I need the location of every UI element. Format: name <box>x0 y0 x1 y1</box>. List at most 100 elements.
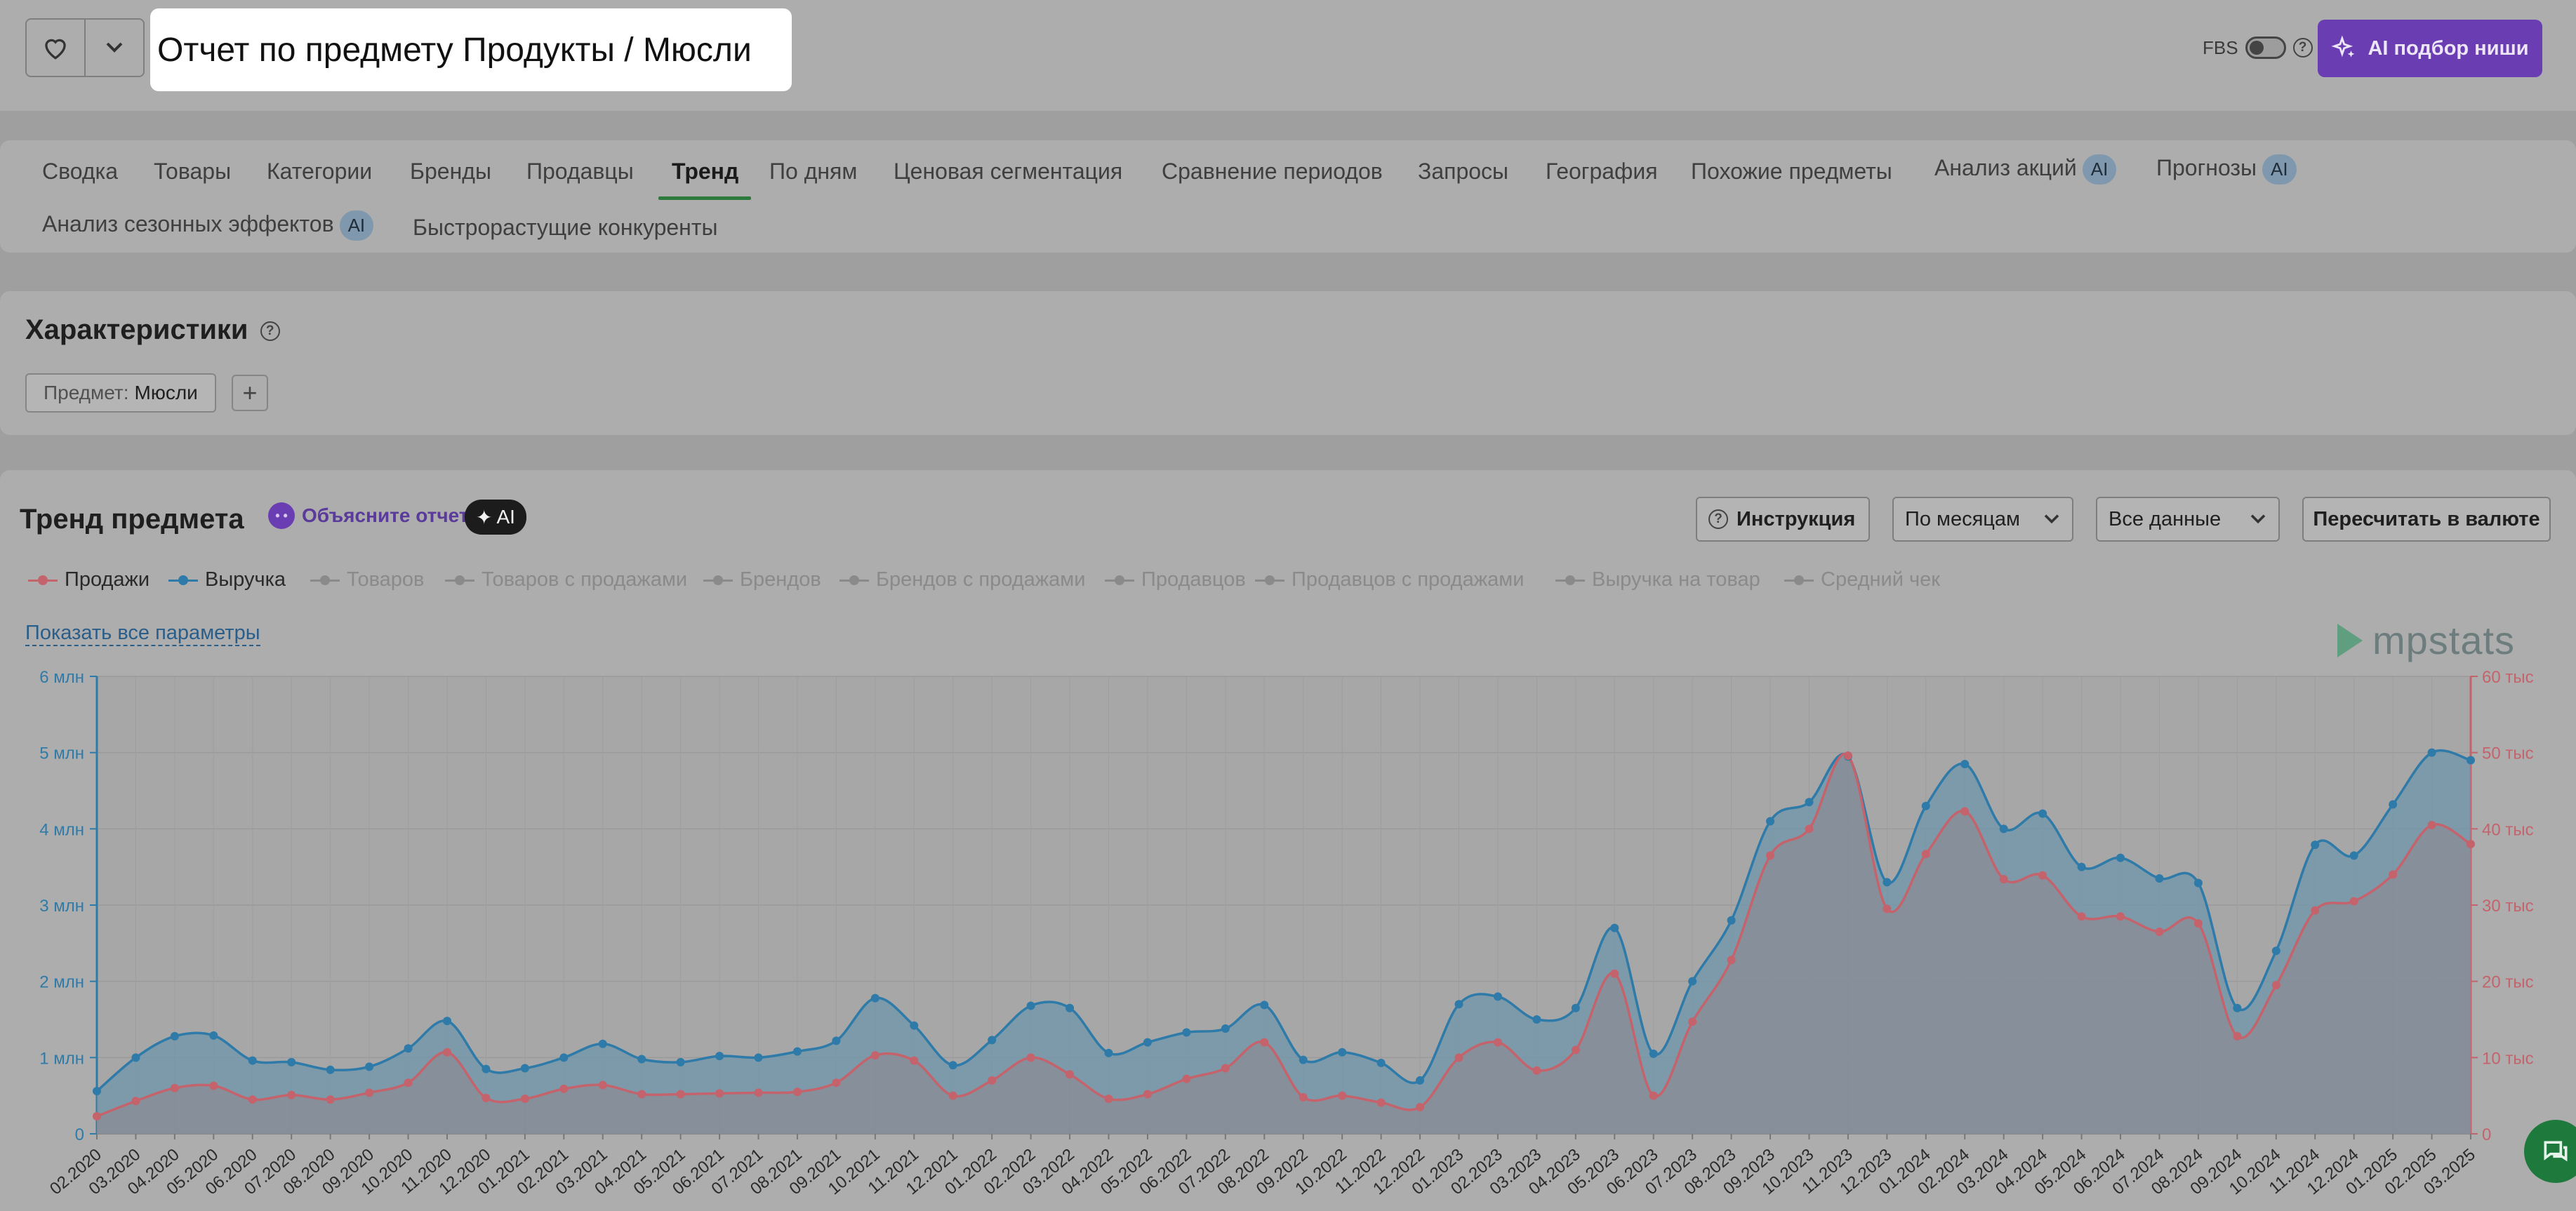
sales-point <box>2349 897 2358 906</box>
legend-marker <box>703 575 733 586</box>
y-left-tick-label: 4 млн <box>39 820 84 839</box>
legend-item[interactable]: Брендов <box>703 568 821 591</box>
period-select-value: По месяцам <box>1905 507 2020 530</box>
sales-point <box>2155 928 2164 937</box>
legend-label: Товаров с продажами <box>482 568 688 591</box>
sales-point <box>1921 850 1930 859</box>
revenue-point <box>170 1031 179 1041</box>
tab-seasonal-effects[interactable]: Анализ сезонных эффектов AI <box>42 210 374 241</box>
sales-point <box>754 1088 763 1097</box>
sales-point <box>2389 870 2398 879</box>
sales-point <box>1649 1091 1658 1100</box>
chat-icon <box>2544 1141 2568 1162</box>
legend-item[interactable]: Продавцов с продажами <box>1255 568 1524 591</box>
revenue-point <box>1221 1024 1230 1033</box>
tab-fast-growing-competitors[interactable]: Быстрорастущие конкуренты <box>413 215 718 240</box>
legend-item[interactable]: Выручка на товар <box>1555 568 1760 591</box>
sparkle-icon: ✦ <box>476 506 493 528</box>
sales-point <box>1532 1066 1541 1075</box>
revenue-point <box>326 1065 335 1074</box>
legend-marker <box>1784 575 1814 586</box>
tab-trend[interactable]: Тренд <box>672 159 739 184</box>
tab-forecasts-label: Прогнозы <box>2156 154 2257 180</box>
legend-item[interactable]: Товаров <box>310 568 424 591</box>
sales-point <box>131 1097 140 1106</box>
sales-point <box>1805 824 1814 834</box>
chevron-down-icon <box>2044 514 2059 524</box>
revenue-point <box>1416 1076 1425 1085</box>
sales-point <box>948 1091 957 1100</box>
tab-price-segmentation[interactable]: Ценовая сегментация <box>894 159 1123 184</box>
legend-label: Продавцов <box>1141 568 1246 591</box>
revenue-point <box>131 1053 140 1062</box>
subject-filter-chip[interactable]: Предмет: Мюсли <box>25 373 216 413</box>
tab-summary[interactable]: Сводка <box>42 159 119 184</box>
y-left-tick-label: 1 млн <box>39 1049 84 1068</box>
legend-marker <box>839 575 869 586</box>
tab-geography[interactable]: География <box>1546 159 1658 184</box>
favorite-group[interactable] <box>25 18 145 77</box>
tab-by-days[interactable]: По дням <box>769 159 858 184</box>
sales-point <box>1143 1090 1152 1099</box>
revenue-point <box>1688 977 1697 986</box>
instruction-button[interactable]: ? Инструкция <box>1696 497 1870 542</box>
legend-item[interactable]: Товаров с продажами <box>445 568 687 591</box>
revenue-point <box>1376 1058 1386 1067</box>
tab-forecasts[interactable]: Прогнозы AI <box>2156 154 2297 185</box>
sales-point <box>1883 904 1892 914</box>
revenue-point <box>1338 1048 1347 1057</box>
mpstats-logo-text: mpstats <box>2372 618 2516 662</box>
y-left-tick-label: 3 млн <box>39 897 84 916</box>
sales-point <box>676 1090 685 1099</box>
revenue-point <box>1727 916 1736 925</box>
tab-promo-analysis[interactable]: Анализ акций AI <box>1934 154 2117 185</box>
add-filter-button[interactable]: + <box>232 375 268 411</box>
revenue-point <box>1182 1028 1191 1037</box>
legend-item[interactable]: Брендов с продажами <box>839 568 1085 591</box>
help-icon[interactable]: ? <box>2292 38 2313 58</box>
sales-point <box>170 1083 179 1092</box>
revenue-point <box>2155 874 2164 883</box>
revenue-point <box>442 1017 451 1026</box>
revenue-point <box>754 1053 763 1062</box>
tab-brands[interactable]: Бренды <box>410 159 491 184</box>
y-right-tick-label: 60 тыс <box>2482 668 2534 687</box>
data-select[interactable]: Все данные <box>2096 497 2280 542</box>
tab-period-comparison[interactable]: Сравнение периодов <box>1162 159 1383 184</box>
sales-point <box>520 1095 529 1104</box>
sales-point <box>559 1084 569 1093</box>
revenue-point <box>1960 759 1970 768</box>
chevron-down-icon[interactable] <box>86 20 143 76</box>
y-left-tick-label: 5 млн <box>39 744 84 763</box>
legend-item[interactable]: Выручка <box>168 568 286 591</box>
legend-item[interactable]: Продавцов <box>1105 568 1246 591</box>
show-all-params-link[interactable]: Показать все параметры <box>25 622 260 646</box>
active-tab-indicator <box>658 196 751 200</box>
sales-point <box>1026 1053 1035 1062</box>
legend-label: Продажи <box>65 568 150 591</box>
sales-area <box>97 754 2471 1134</box>
sales-point <box>1688 1017 1697 1026</box>
sales-point <box>2311 906 2320 915</box>
legend-marker <box>28 575 58 586</box>
tab-similar-subjects[interactable]: Похожие предметы <box>1691 159 1892 184</box>
help-icon[interactable]: ? <box>260 321 280 342</box>
heart-icon[interactable] <box>27 20 86 76</box>
ai-niche-label: AI подбор ниши <box>2368 36 2529 60</box>
period-select[interactable]: По месяцам <box>1892 497 2073 542</box>
fbs-toggle[interactable] <box>2245 36 2286 59</box>
tab-queries[interactable]: Запросы <box>1418 159 1509 184</box>
legend-item[interactable]: Продажи <box>28 568 150 591</box>
sales-point <box>1727 956 1736 965</box>
recalc-currency-button[interactable]: Пересчитать в валюте <box>2302 497 2551 542</box>
legend-item[interactable]: Средний чек <box>1784 568 1940 591</box>
explain-report-link[interactable]: • • Объясните отчет <box>268 502 469 529</box>
ai-niche-button[interactable]: AI подбор ниши <box>2318 20 2542 77</box>
tab-categories[interactable]: Категории <box>267 159 373 184</box>
revenue-point <box>948 1061 957 1070</box>
sales-point <box>1260 1038 1269 1047</box>
tab-sellers[interactable]: Продавцы <box>526 159 634 184</box>
revenue-point <box>910 1021 919 1030</box>
tab-products[interactable]: Товары <box>154 159 232 184</box>
chat-button[interactable] <box>2524 1120 2576 1183</box>
